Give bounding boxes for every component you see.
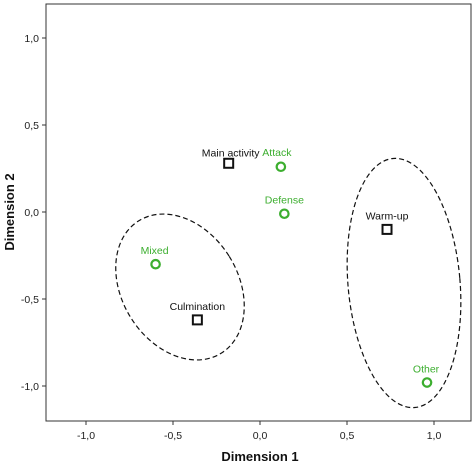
point-label-other: Other xyxy=(413,364,440,376)
y-tick-label: 1,0 xyxy=(24,33,39,45)
y-axis-title: Dimension 2 xyxy=(2,173,17,250)
y-tick-label: 0,5 xyxy=(24,120,39,132)
y-tick-label: -0,5 xyxy=(21,294,39,306)
point-other xyxy=(421,377,433,388)
point-label-culmination: Culmination xyxy=(170,301,226,313)
y-tick-label: 0,0 xyxy=(24,207,39,219)
x-tick-label: 0,0 xyxy=(253,430,268,442)
point-mixed xyxy=(150,258,161,270)
point-label-warm-up: Warm-up xyxy=(366,210,409,222)
x-tick-label: 0,5 xyxy=(340,430,355,442)
x-tick-label: 1,0 xyxy=(427,430,442,442)
cluster-ellipse-right xyxy=(346,157,462,409)
point-culmination xyxy=(191,314,203,326)
point-label-attack: Attack xyxy=(262,147,292,159)
ellipse-annotations xyxy=(115,157,462,409)
plot-area xyxy=(45,3,472,422)
y-tick-label: -1,0 xyxy=(21,381,39,393)
x-axis: -1,0 -0,5 0,0 0,5 1,0 xyxy=(77,421,441,442)
point-warm-up xyxy=(381,223,393,235)
data-points: Main activity Warm-up Culmination Attack Def… xyxy=(141,147,440,388)
x-axis-title: Dimension 1 xyxy=(221,449,298,464)
x-tick-label: -0,5 xyxy=(164,430,182,442)
point-label-defense: Defense xyxy=(265,195,304,207)
point-main-activity xyxy=(223,157,235,169)
point-label-mixed: Mixed xyxy=(141,245,169,257)
point-attack xyxy=(275,161,287,173)
y-axis: 1,0 0,5 0,0 -0,5 -1,0 xyxy=(21,33,46,393)
point-label-main-activity: Main activity xyxy=(202,147,261,159)
point-defense xyxy=(279,208,290,220)
x-tick-label: -1,0 xyxy=(77,430,95,442)
cluster-ellipse-left xyxy=(115,213,245,361)
